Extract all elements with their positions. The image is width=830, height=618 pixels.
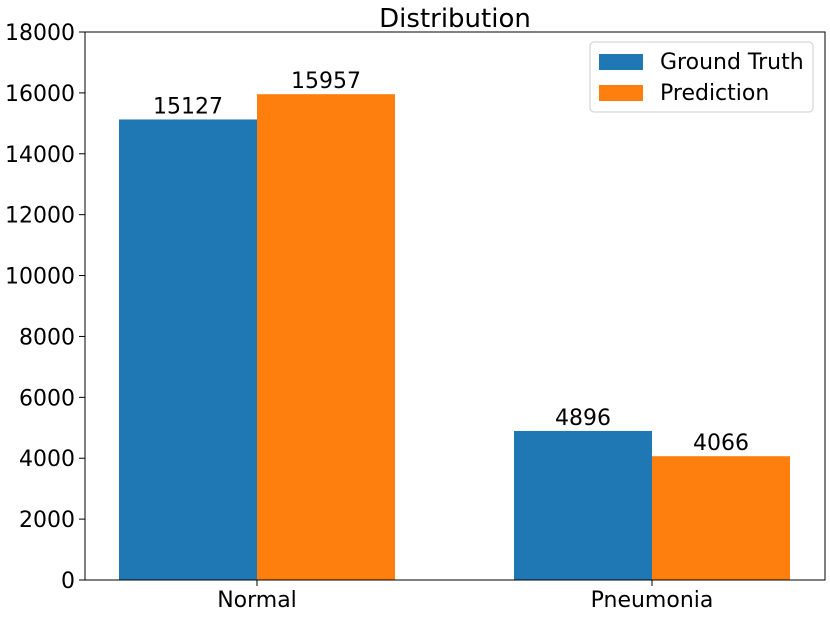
legend-label: Prediction <box>660 81 769 106</box>
bar-prediction-pneumonia <box>652 456 790 580</box>
legend-label: Ground Truth <box>660 50 804 75</box>
y-tick-label: 18000 <box>5 21 75 46</box>
legend-swatch <box>599 85 643 101</box>
bars-group <box>119 94 790 580</box>
x-tick-label: Normal <box>217 588 297 613</box>
bar-value-label: 4066 <box>693 431 749 456</box>
legend-swatch <box>599 54 643 70</box>
plot-frame <box>84 31 826 581</box>
y-axis-ticks: 0 2000 4000 6000 8000 10000 12000 14000 16000 180… <box>5 21 85 594</box>
bar-value-label: 15127 <box>153 94 223 119</box>
y-tick-label: 0 <box>61 569 75 594</box>
y-tick-label: 8000 <box>19 325 75 350</box>
x-axis-ticks: Normal Pneumonia <box>217 580 713 613</box>
bar-value-label: 4896 <box>555 406 611 431</box>
y-tick-label: 14000 <box>5 143 75 168</box>
y-tick-label: 12000 <box>5 204 75 229</box>
bar-value-label: 15957 <box>291 69 361 94</box>
y-tick-label: 6000 <box>19 386 75 411</box>
y-tick-label: 16000 <box>5 82 75 107</box>
y-tick-label: 4000 <box>19 447 75 472</box>
y-tick-label: 2000 <box>19 508 75 533</box>
x-tick-label: Pneumonia <box>591 588 714 613</box>
bar-ground-truth-pneumonia <box>514 430 652 580</box>
bar-ground-truth-normal <box>119 119 257 580</box>
chart-title: Distribution <box>379 4 531 34</box>
bar-prediction-normal <box>257 94 395 580</box>
bar-data-labels: 15127 15957 4896 4066 <box>153 69 749 456</box>
legend-box <box>589 41 814 113</box>
legend: Ground Truth Prediction <box>589 41 814 113</box>
y-tick-label: 10000 <box>5 265 75 290</box>
